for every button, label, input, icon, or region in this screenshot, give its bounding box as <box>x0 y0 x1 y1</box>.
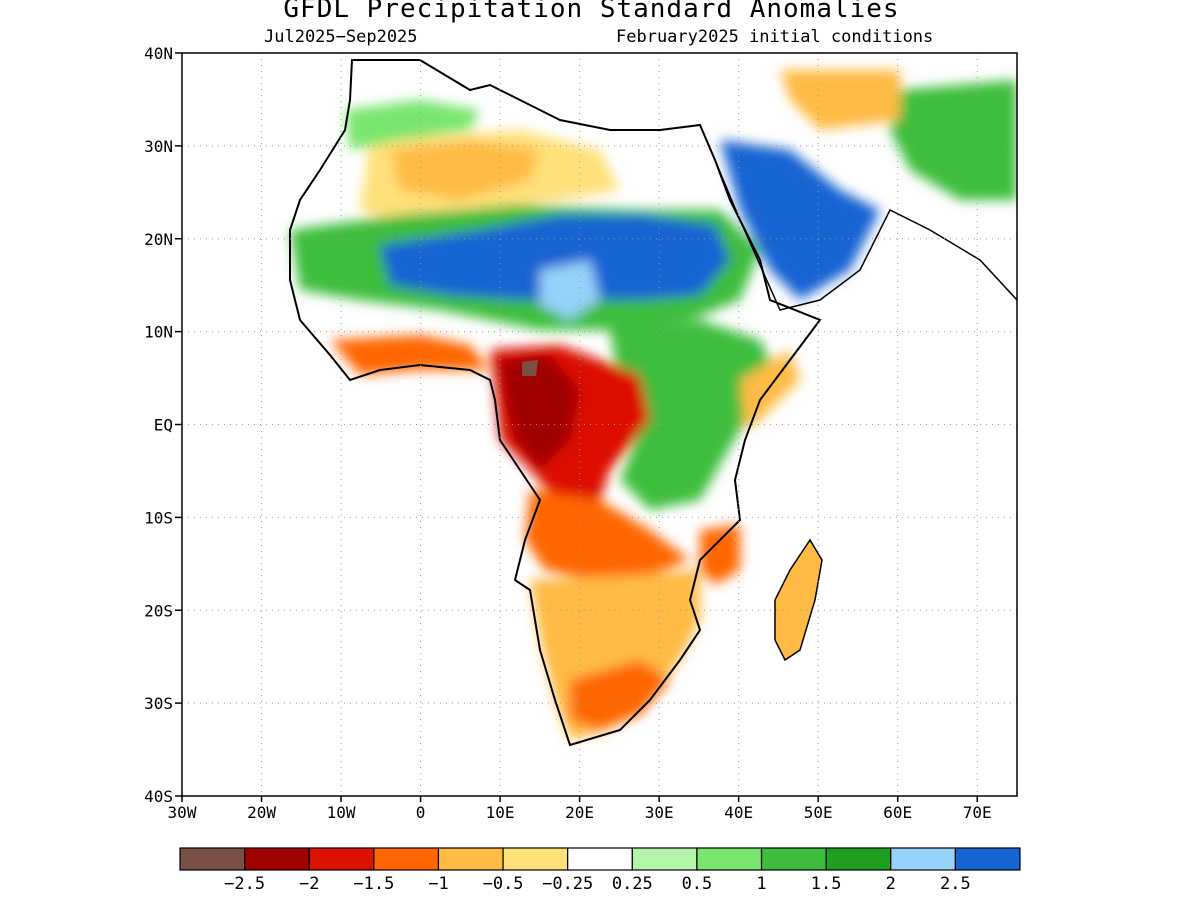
lon-tick-label: 10E <box>486 803 515 822</box>
lon-tick-label: 10W <box>327 803 356 822</box>
madagascar-coastline <box>774 538 823 662</box>
angola-zambia-dry <box>525 490 690 580</box>
middle-east-green <box>890 80 1017 200</box>
mozambique-dry <box>700 525 740 585</box>
east-africa-green <box>610 320 780 510</box>
africa-coastline <box>289 59 822 747</box>
colorbar-label: 2 <box>886 874 896 894</box>
colorbar-swatch <box>244 847 310 871</box>
mediterranean-dry <box>780 70 900 130</box>
colorbar-label: 1 <box>756 874 766 894</box>
lon-tick-label: 20W <box>247 803 276 822</box>
colorbar-swatch <box>631 847 698 871</box>
colorbar-swatch <box>437 847 504 871</box>
lon-tick-label: 30W <box>168 803 197 822</box>
colorbar-swatch <box>890 847 956 871</box>
arabia-coastline <box>714 159 1017 311</box>
west-africa-coast-dry <box>330 335 490 375</box>
colorbar-swatch <box>567 847 633 871</box>
colorbar-label: 0.5 <box>682 874 713 894</box>
lat-tick-label: 20S <box>144 601 173 620</box>
colorbar-label: 0.25 <box>612 874 653 894</box>
lat-tick-label: 10S <box>144 508 173 527</box>
lat-tick-label: 30S <box>144 694 173 713</box>
north-africa-green <box>345 100 480 150</box>
lon-tick-label: 0 <box>416 803 426 822</box>
colorbar-swatch <box>308 847 375 871</box>
sahara-drier-patch <box>390 140 540 200</box>
lat-tick-label: 30N <box>144 137 173 156</box>
colorbar-swatch <box>179 847 246 871</box>
madagascar-landmass <box>775 540 822 660</box>
initial-conditions: February2025 initial conditions <box>616 27 934 47</box>
arabia-wet-patch <box>720 140 880 300</box>
sahel-blue-band <box>380 215 730 300</box>
lat-tick-label: 20N <box>144 230 173 249</box>
colorbar-label: −0.5 <box>483 874 524 894</box>
colorbar-swatch <box>954 847 1021 871</box>
colorbar-label: −0.25 <box>542 874 593 894</box>
colorbar-swatch <box>502 847 569 871</box>
lon-tick-label: 40E <box>724 803 753 822</box>
lat-tick-label: 40N <box>144 44 173 63</box>
chad-light-blue <box>540 260 600 320</box>
colorbar-label: −1.5 <box>353 874 394 894</box>
colorbar-label: −2 <box>299 874 319 894</box>
forecast-period: Jul2025−Sep2025 <box>264 27 418 47</box>
colorbar-label: 2.5 <box>940 874 971 894</box>
map-title: GFDL Precipitation Standard Anomalies <box>283 0 900 24</box>
anomaly-field <box>289 59 1017 747</box>
congo-very-dry <box>500 355 580 470</box>
lon-tick-label: 70E <box>963 803 992 822</box>
congo-extreme-dry <box>522 360 538 376</box>
colorbar: −2.5 −2 −1.5 −1 −0.5 −0.25 0.25 0.5 1 1.5 2 2.5 <box>179 847 1021 894</box>
lat-tick-label: 10N <box>144 323 173 342</box>
colorbar-label: −1 <box>428 874 448 894</box>
colorbar-label: −2.5 <box>224 874 265 894</box>
lon-tick-label: 30E <box>645 803 674 822</box>
lat-tick-label: 40S <box>144 787 173 806</box>
lon-tick-label: 50E <box>804 803 833 822</box>
colorbar-swatch <box>373 847 440 871</box>
colorbar-swatch <box>760 847 827 871</box>
colorbar-label: 1.5 <box>811 874 842 894</box>
lon-tick-label: 60E <box>883 803 912 822</box>
colorbar-swatch <box>825 847 892 871</box>
somalia-dry <box>740 350 800 430</box>
lat-tick-label: EQ <box>154 416 173 435</box>
south-africa-drier <box>570 660 670 730</box>
colorbar-swatch <box>696 847 763 871</box>
lon-tick-label: 20E <box>565 803 594 822</box>
